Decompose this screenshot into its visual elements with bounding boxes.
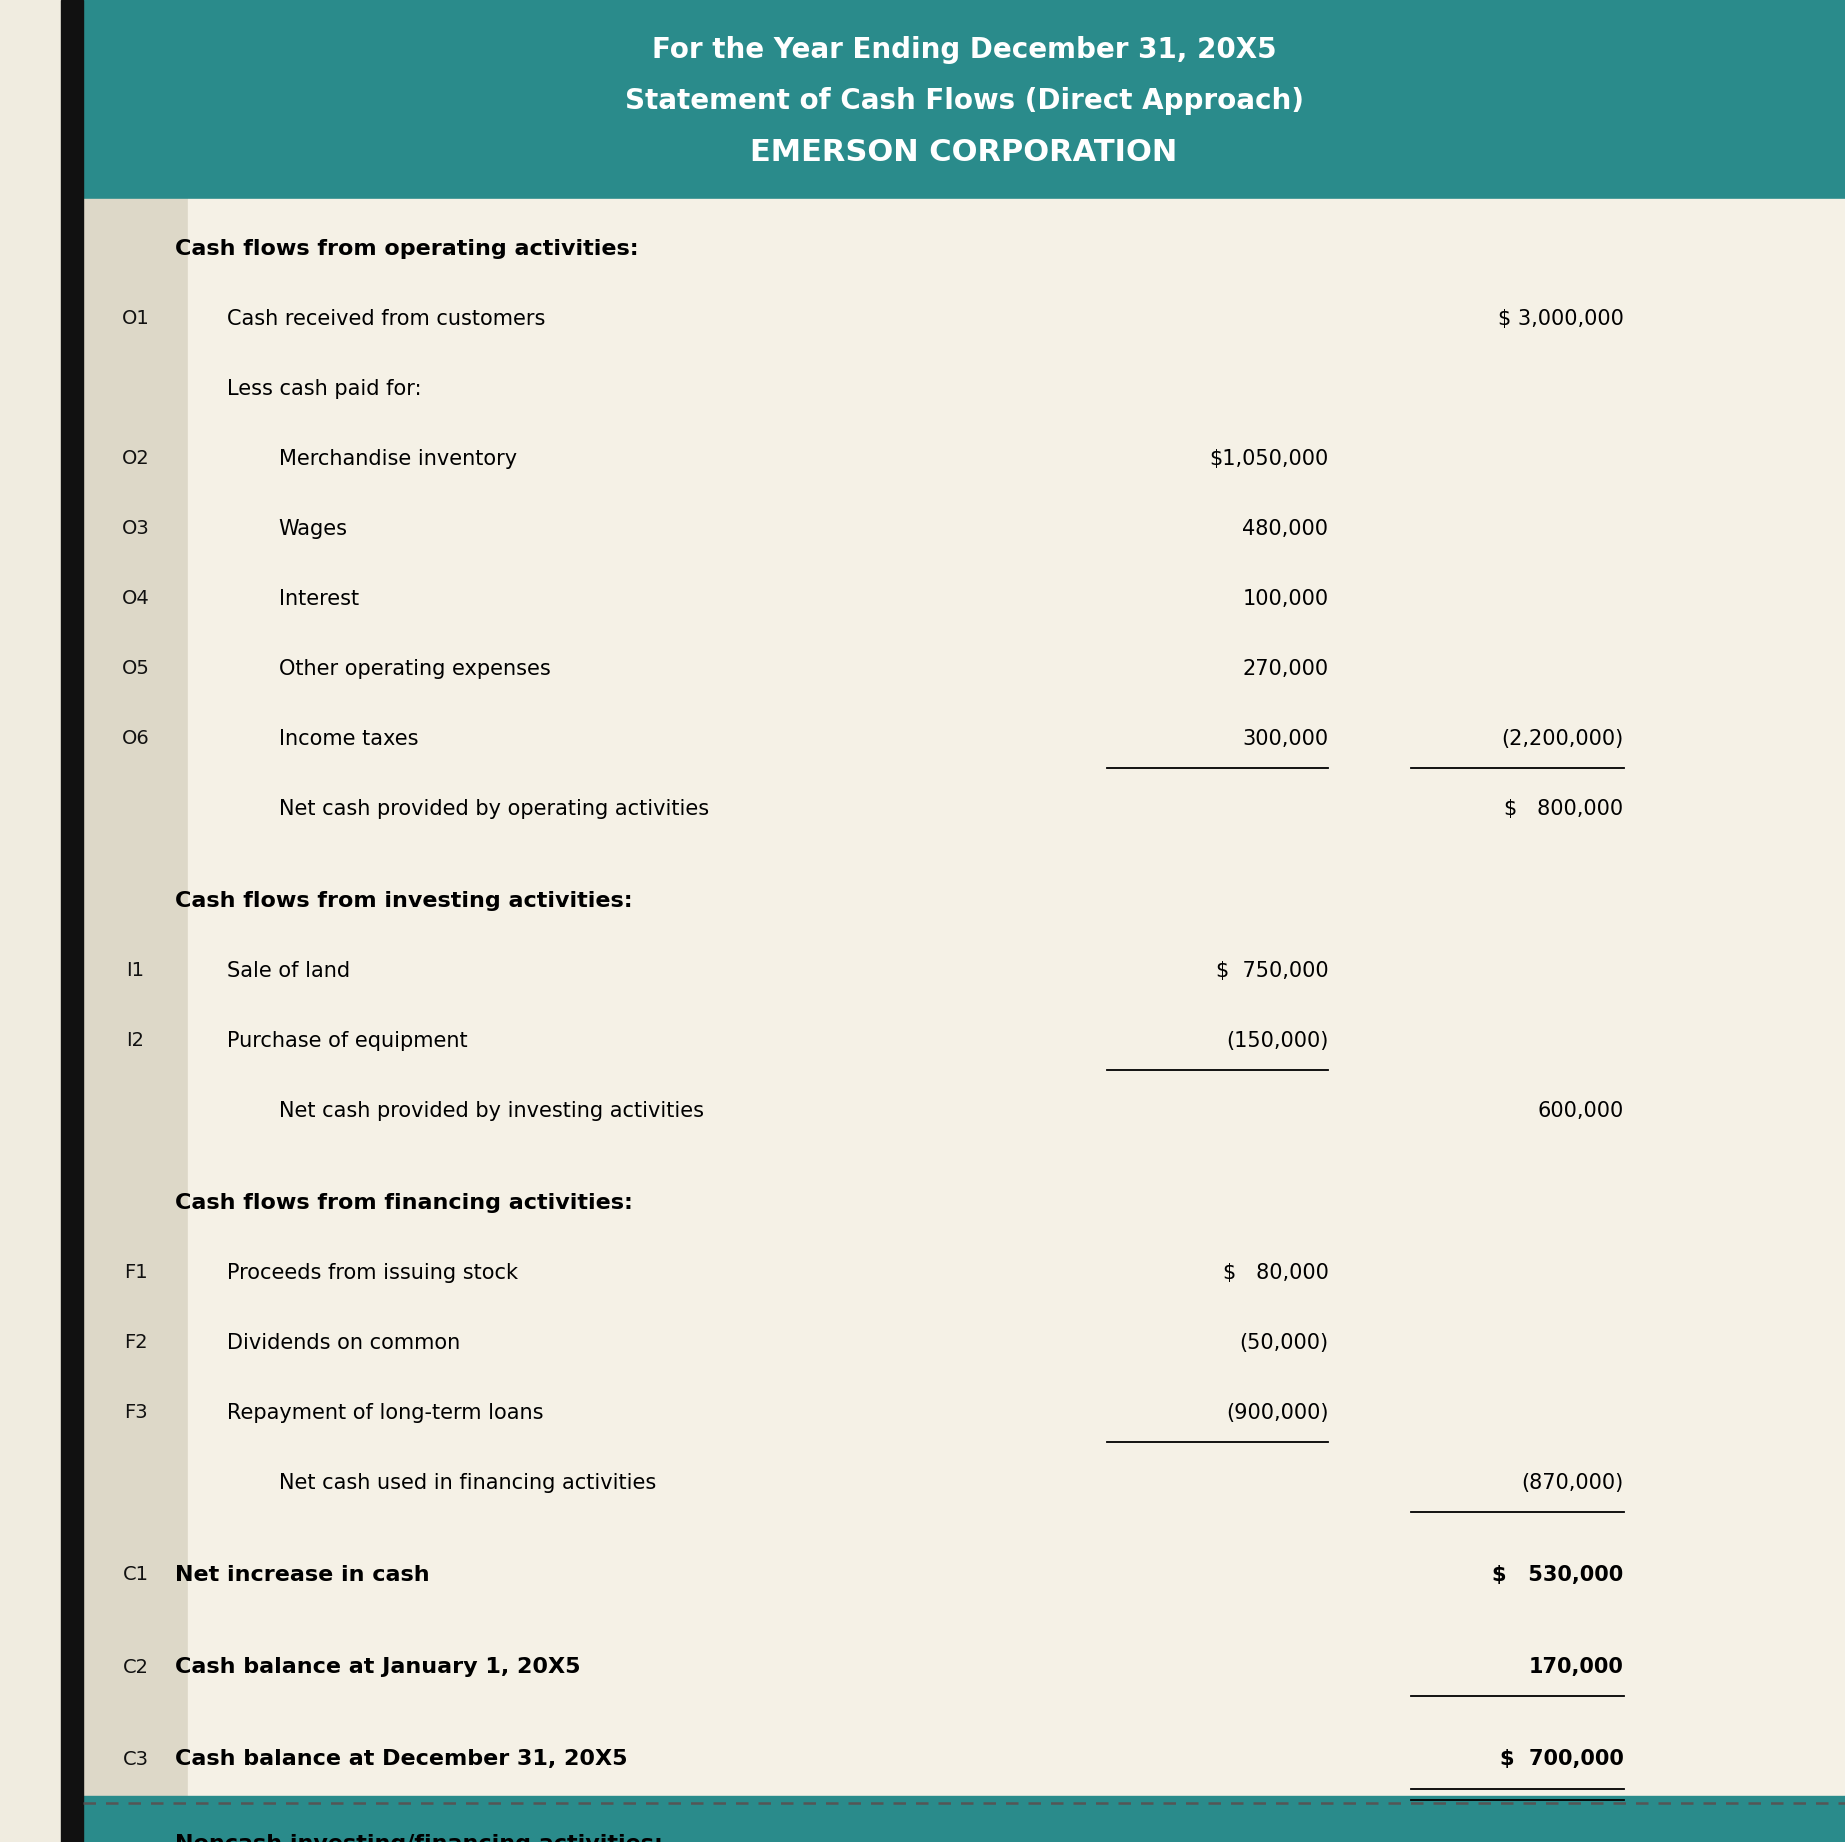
- Text: O6: O6: [122, 729, 149, 748]
- Text: Statement of Cash Flows (Direct Approach): Statement of Cash Flows (Direct Approach…: [624, 87, 1304, 116]
- Text: F3: F3: [124, 1404, 148, 1422]
- Text: Interest: Interest: [279, 589, 358, 608]
- Text: Wages: Wages: [279, 519, 347, 538]
- Text: 600,000: 600,000: [1537, 1102, 1624, 1120]
- Text: F1: F1: [124, 1264, 148, 1282]
- Text: Net increase in cash: Net increase in cash: [175, 1566, 430, 1584]
- Bar: [188, 199, 1845, 1842]
- Text: 480,000: 480,000: [1242, 519, 1328, 538]
- Text: Cash flows from investing activities:: Cash flows from investing activities:: [175, 892, 633, 910]
- Text: Other operating expenses: Other operating expenses: [279, 659, 550, 678]
- Bar: [61, 0, 83, 1842]
- Text: 270,000: 270,000: [1242, 659, 1328, 678]
- Text: 300,000: 300,000: [1242, 729, 1328, 748]
- Text: Purchase of equipment: Purchase of equipment: [227, 1032, 467, 1050]
- Text: Net cash provided by investing activities: Net cash provided by investing activitie…: [279, 1102, 703, 1120]
- Text: Cash flows from financing activities:: Cash flows from financing activities:: [175, 1194, 633, 1212]
- Text: O5: O5: [122, 659, 149, 678]
- Text: $   800,000: $ 800,000: [1504, 799, 1624, 818]
- Text: (870,000): (870,000): [1522, 1474, 1624, 1492]
- Text: Proceeds from issuing stock: Proceeds from issuing stock: [227, 1264, 518, 1282]
- Text: 170,000: 170,000: [1530, 1658, 1624, 1676]
- Text: Income taxes: Income taxes: [279, 729, 419, 748]
- Text: O1: O1: [122, 309, 149, 328]
- Text: (2,200,000): (2,200,000): [1502, 729, 1624, 748]
- Text: (50,000): (50,000): [1240, 1334, 1328, 1352]
- Text: Noncash investing/financing activities:: Noncash investing/financing activities:: [175, 1835, 662, 1842]
- Text: O2: O2: [122, 449, 149, 468]
- Text: I2: I2: [127, 1032, 144, 1050]
- Text: $1,050,000: $1,050,000: [1208, 449, 1328, 468]
- Bar: [83, 0, 1845, 199]
- Text: (900,000): (900,000): [1225, 1404, 1328, 1422]
- Text: O4: O4: [122, 589, 149, 608]
- Bar: [83, 199, 188, 1842]
- Text: EMERSON CORPORATION: EMERSON CORPORATION: [751, 138, 1177, 168]
- Text: For the Year Ending December 31, 20X5: For the Year Ending December 31, 20X5: [651, 35, 1277, 64]
- Text: Repayment of long-term loans: Repayment of long-term loans: [227, 1404, 544, 1422]
- Text: 100,000: 100,000: [1242, 589, 1328, 608]
- Text: F2: F2: [124, 1334, 148, 1352]
- Text: Dividends on common: Dividends on common: [227, 1334, 459, 1352]
- Text: C1: C1: [122, 1566, 149, 1584]
- Text: Net cash provided by operating activities: Net cash provided by operating activitie…: [279, 799, 708, 818]
- Text: Cash balance at December 31, 20X5: Cash balance at December 31, 20X5: [175, 1750, 627, 1768]
- Text: Net cash used in financing activities: Net cash used in financing activities: [279, 1474, 655, 1492]
- Text: O3: O3: [122, 519, 149, 538]
- Text: Sale of land: Sale of land: [227, 962, 351, 980]
- Text: $   80,000: $ 80,000: [1223, 1264, 1328, 1282]
- Text: (150,000): (150,000): [1227, 1032, 1328, 1050]
- Text: I1: I1: [127, 962, 144, 980]
- Bar: [83, 1796, 1845, 1842]
- Text: $   530,000: $ 530,000: [1493, 1566, 1624, 1584]
- Text: Merchandise inventory: Merchandise inventory: [279, 449, 517, 468]
- Text: Cash flows from operating activities:: Cash flows from operating activities:: [175, 239, 638, 258]
- Text: C2: C2: [122, 1658, 149, 1676]
- Text: Cash balance at January 1, 20X5: Cash balance at January 1, 20X5: [175, 1658, 581, 1676]
- Text: $  700,000: $ 700,000: [1500, 1750, 1624, 1768]
- Text: $  750,000: $ 750,000: [1216, 962, 1328, 980]
- Text: Less cash paid for:: Less cash paid for:: [227, 379, 421, 398]
- Text: Cash received from customers: Cash received from customers: [227, 309, 546, 328]
- Text: C3: C3: [122, 1750, 149, 1768]
- Text: $ 3,000,000: $ 3,000,000: [1498, 309, 1624, 328]
